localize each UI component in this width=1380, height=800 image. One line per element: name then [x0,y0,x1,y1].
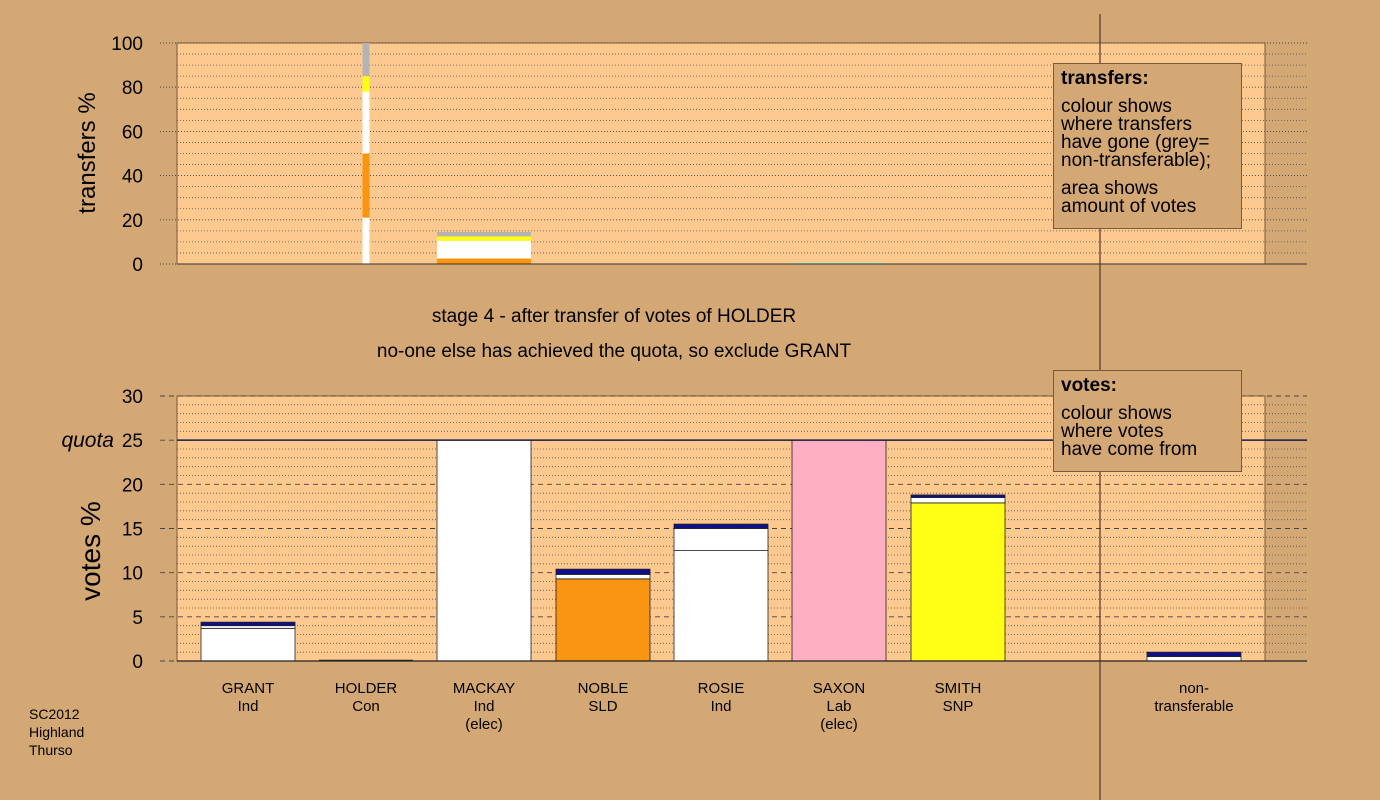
vote-segment [910,497,1006,504]
transfer-segment [437,258,531,264]
stage-subtitle: no-one else has achieved the quota, so e… [377,341,852,362]
vote-segment [436,439,532,662]
transfers-legend-line: non-transferable); [1061,150,1211,171]
candidate-label: Ind [238,698,259,715]
candidate-label: (elec) [465,716,503,733]
candidate-label: GRANT [222,680,275,697]
transfer-segment [362,91,370,154]
transfers-legend-line: amount of votes [1061,196,1197,217]
vote-segment [555,568,651,575]
transfers-legend-line: area shows [1061,178,1159,199]
y-tick-label: 30 [122,387,143,408]
vote-segment [673,528,769,551]
vote-segment [673,523,769,529]
candidate-label: NOBLE [578,680,629,697]
y-tick-label: 15 [122,520,143,541]
transfer-segment [362,43,370,77]
votes-legend-line: have come from [1061,439,1198,460]
candidate-label: SLD [588,698,617,715]
candidate-label: SNP [943,698,974,715]
y-axis-label: votes % [75,501,106,601]
candidate-label: ROSIE [698,680,745,697]
quota-label: quota [61,429,114,452]
vote-segment [910,494,1006,498]
transfers-legend: transfers: colour shows where transfers … [1053,63,1242,229]
candidate-label: HOLDER [335,680,398,697]
y-tick-label: 25 [122,431,143,452]
y-tick-label: 40 [122,167,143,188]
candidate-label: Ind [711,698,732,715]
vote-segment [673,550,769,662]
candidate-label: transferable [1154,698,1233,715]
y-tick-label: 20 [122,211,143,232]
candidate-label: SMITH [935,680,982,697]
stage-title: stage 4 - after transfer of votes of HOL… [432,306,796,327]
vote-segment [200,621,296,627]
candidate-label: Con [352,698,380,715]
candidate-label: Ind [474,698,495,715]
transfers-legend-line: have gone (grey= [1061,132,1210,153]
votes-legend-title: votes: [1061,375,1117,396]
candidate-label: (elec) [820,716,858,733]
footnote-line: Thurso [29,742,73,758]
footnote: SC2012 Highland Thurso [29,705,84,759]
y-tick-label: 20 [122,475,143,496]
votes-legend: votes: colour shows where votes have com… [1053,370,1242,472]
vote-segment [200,627,296,662]
footnote-line: SC2012 [29,706,80,722]
transfer-segment [437,240,531,259]
vote-segment [1146,651,1242,657]
transfer-segment [792,262,886,264]
y-tick-label: 0 [132,255,143,276]
transfer-segment [362,217,370,264]
candidate-label: MACKAY [453,680,515,697]
votes-legend-line: where votes [1061,421,1164,442]
transfers-legend-line: where transfers [1061,114,1192,135]
footnote-line: Highland [29,724,85,740]
vote-segment [555,578,651,662]
y-tick-label: 60 [122,122,143,143]
y-tick-label: 5 [132,608,143,629]
transfer-segment [437,236,531,241]
transfer-segment [362,153,370,218]
y-axis-label: transfers % [74,92,101,213]
vote-segment [791,439,887,662]
candidate-label: Lab [826,698,851,715]
vote-segment [555,574,651,580]
transfers-legend-line: colour shows [1061,96,1172,117]
transfer-segment [437,231,531,237]
y-tick-label: 100 [111,34,143,55]
vote-segment [910,502,1006,662]
candidate-label: non- [1179,680,1209,697]
transfer-segment [362,76,370,92]
vote-segment [1146,656,1242,662]
candidate-label: SAXON [813,680,866,697]
y-tick-label: 80 [122,78,143,99]
transfers-legend-title: transfers: [1061,68,1149,89]
votes-legend-line: colour shows [1061,403,1172,424]
y-tick-label: 10 [122,564,143,585]
y-tick-label: 0 [132,652,143,673]
